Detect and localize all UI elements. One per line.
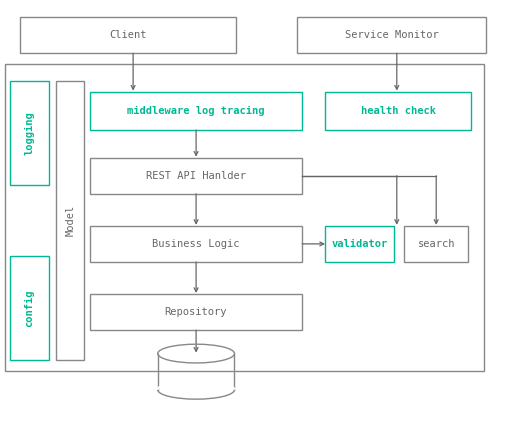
Text: Business Logic: Business Logic — [152, 239, 240, 249]
Text: logging: logging — [25, 111, 34, 155]
Bar — [10, 256, 49, 360]
Bar — [90, 158, 302, 194]
Text: validator: validator — [332, 239, 388, 249]
Bar — [10, 81, 49, 185]
Text: REST API Hanlder: REST API Hanlder — [146, 171, 246, 181]
Bar — [20, 17, 236, 53]
Text: Service Monitor: Service Monitor — [345, 30, 439, 40]
Bar — [90, 92, 302, 130]
Text: Repository: Repository — [164, 307, 227, 317]
Text: search: search — [418, 239, 455, 249]
Bar — [404, 226, 468, 262]
Bar — [56, 81, 84, 360]
Text: config: config — [25, 289, 34, 327]
Bar — [325, 226, 394, 262]
Text: middleware log tracing: middleware log tracing — [127, 106, 265, 116]
Bar — [297, 17, 486, 53]
Bar — [90, 294, 302, 330]
Bar — [5, 64, 484, 371]
Text: Model: Model — [66, 205, 75, 236]
Text: health check: health check — [360, 106, 436, 116]
Text: Client: Client — [109, 30, 147, 40]
Bar — [90, 226, 302, 262]
Bar — [325, 92, 471, 130]
